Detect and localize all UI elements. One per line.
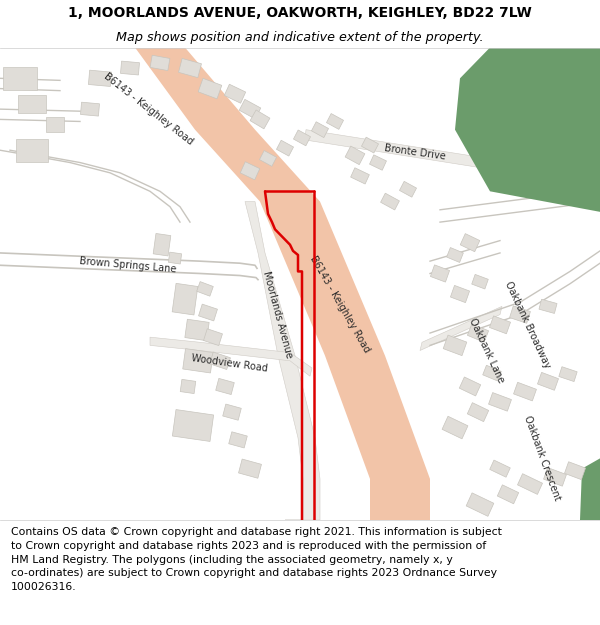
- Bar: [509, 306, 530, 323]
- Bar: [539, 299, 557, 313]
- Bar: [277, 140, 293, 156]
- Bar: [490, 460, 510, 478]
- Bar: [483, 365, 501, 381]
- Text: B6143 - Keighley Road: B6143 - Keighley Road: [101, 71, 194, 147]
- Bar: [16, 139, 48, 161]
- Bar: [46, 118, 64, 132]
- Bar: [209, 352, 230, 369]
- Bar: [172, 409, 214, 441]
- Bar: [224, 84, 245, 103]
- Bar: [517, 474, 542, 494]
- Bar: [345, 146, 365, 164]
- Bar: [466, 493, 494, 516]
- Polygon shape: [420, 306, 502, 351]
- Polygon shape: [245, 202, 320, 520]
- Bar: [240, 162, 260, 180]
- Bar: [370, 155, 386, 170]
- Bar: [451, 286, 470, 302]
- Bar: [467, 324, 488, 342]
- Bar: [3, 67, 37, 89]
- Bar: [446, 248, 463, 262]
- Bar: [460, 377, 481, 396]
- Bar: [185, 319, 209, 341]
- Bar: [361, 137, 379, 153]
- Bar: [544, 468, 566, 486]
- Bar: [443, 335, 467, 356]
- Text: Woodview Road: Woodview Road: [191, 354, 269, 374]
- Bar: [198, 78, 222, 99]
- Bar: [488, 392, 511, 411]
- Text: 1, MOORLANDS AVENUE, OAKWORTH, KEIGHLEY, BD22 7LW: 1, MOORLANDS AVENUE, OAKWORTH, KEIGHLEY,…: [68, 6, 532, 20]
- Bar: [239, 99, 261, 119]
- Bar: [350, 168, 370, 184]
- Bar: [180, 379, 196, 394]
- Polygon shape: [150, 337, 312, 376]
- Bar: [229, 432, 247, 448]
- Bar: [80, 102, 100, 116]
- Bar: [121, 61, 139, 75]
- Bar: [183, 349, 213, 373]
- Text: Moorlands Avenue: Moorlands Avenue: [262, 270, 295, 359]
- Bar: [250, 110, 270, 129]
- Text: Contains OS data © Crown copyright and database right 2021. This information is : Contains OS data © Crown copyright and d…: [11, 528, 502, 592]
- Bar: [497, 485, 518, 504]
- Bar: [460, 234, 480, 252]
- Bar: [88, 70, 112, 86]
- Bar: [150, 55, 170, 71]
- Text: Brown Springs Lane: Brown Springs Lane: [79, 256, 177, 274]
- Polygon shape: [305, 129, 501, 171]
- Polygon shape: [100, 48, 430, 520]
- Bar: [197, 282, 213, 296]
- Bar: [565, 462, 586, 479]
- Text: Oakbank Crescent: Oakbank Crescent: [522, 414, 562, 502]
- Text: Map shows position and indicative extent of the property.: Map shows position and indicative extent…: [116, 31, 484, 44]
- Bar: [293, 130, 311, 146]
- Bar: [538, 372, 559, 390]
- Bar: [18, 95, 46, 113]
- Bar: [380, 193, 400, 210]
- Bar: [490, 316, 511, 334]
- Bar: [172, 283, 198, 315]
- Text: Oakbank Lane: Oakbank Lane: [467, 317, 506, 384]
- Bar: [259, 151, 277, 166]
- Bar: [216, 378, 234, 394]
- Bar: [514, 382, 536, 401]
- Bar: [400, 181, 416, 197]
- Bar: [559, 367, 577, 382]
- Text: Oakbank Broadway: Oakbank Broadway: [503, 280, 553, 370]
- Polygon shape: [455, 48, 600, 212]
- Text: B6143 - Keighley Road: B6143 - Keighley Road: [308, 254, 372, 354]
- Bar: [311, 122, 329, 138]
- Bar: [326, 114, 344, 129]
- Bar: [442, 416, 468, 439]
- Bar: [179, 59, 202, 78]
- Bar: [169, 252, 182, 264]
- Text: Bronte Drive: Bronte Drive: [384, 143, 446, 161]
- Bar: [199, 304, 217, 321]
- Bar: [223, 404, 241, 420]
- Bar: [467, 402, 488, 422]
- Bar: [153, 234, 171, 256]
- Bar: [203, 329, 223, 346]
- Bar: [472, 274, 488, 289]
- Bar: [239, 459, 262, 478]
- Bar: [430, 265, 449, 282]
- Polygon shape: [580, 458, 600, 520]
